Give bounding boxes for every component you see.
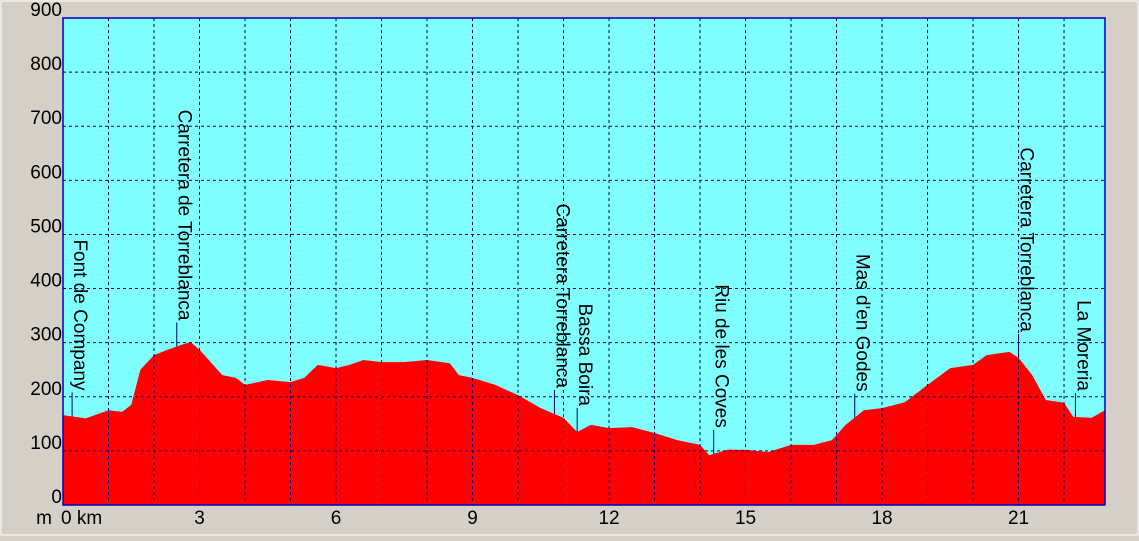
y-tick-label: 500: [30, 216, 62, 237]
y-tick-label: 0: [51, 487, 62, 508]
x-tick-label: 21: [1008, 508, 1029, 529]
y-tick-label: 200: [30, 379, 62, 400]
waypoint-label: Mas d'en Godes: [852, 254, 873, 392]
x-tick-label: 9: [467, 508, 478, 529]
waypoint-label: Carretera Torreblanca: [551, 204, 572, 389]
y-tick-label: 700: [30, 108, 62, 129]
x-tick-label: 0 km: [61, 508, 102, 529]
elevation-area: [63, 342, 1105, 505]
waypoint-label: Carretera Torreblanca: [1016, 147, 1037, 332]
x-tick-label: 3: [194, 508, 205, 529]
waypoint-label: Font de Company: [69, 239, 90, 391]
y-tick-label: 900: [30, 0, 62, 21]
x-tick-label: 15: [735, 508, 756, 529]
waypoint-label: Carretera de Torreblanca: [174, 110, 195, 321]
waypoint-label: Riu de les Coves: [711, 284, 732, 428]
y-tick-label: 400: [30, 271, 62, 292]
y-tick-label: 300: [30, 325, 62, 346]
y-tick-label: 100: [30, 433, 62, 454]
plot-border: [62, 17, 1106, 506]
waypoint-label: La Moreria: [1072, 300, 1093, 391]
waypoint-label: Bassa Boira: [574, 303, 595, 406]
y-tick-label: 800: [30, 54, 62, 75]
y-unit-label: m: [36, 508, 52, 529]
x-tick-label: 12: [598, 508, 619, 529]
x-tick-label: 18: [871, 508, 892, 529]
x-tick-label: 6: [331, 508, 342, 529]
y-tick-label: 600: [30, 162, 62, 183]
